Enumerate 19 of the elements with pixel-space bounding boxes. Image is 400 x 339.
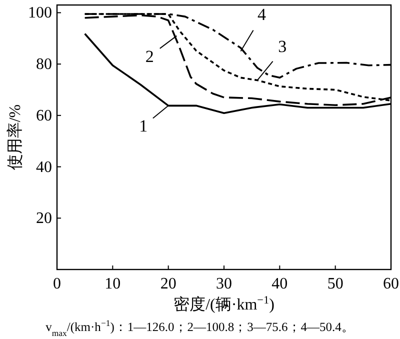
y-tick-label: 20: [36, 210, 52, 228]
x-tick-label: 60: [383, 276, 399, 292]
y-tick-label: 100: [28, 4, 52, 22]
y-tick-label: 60: [36, 107, 52, 124]
x-tick-label: 0: [53, 276, 61, 292]
annotation: 1: [139, 116, 148, 136]
x-axis-title: 密度/(辆·km$^{−1}$): [174, 294, 274, 314]
x-tick-label: 10: [104, 276, 121, 292]
y-tick-label: 40: [36, 158, 52, 176]
y-tick-label: 80: [36, 56, 52, 74]
x-tick-label: 40: [272, 276, 288, 292]
y-axis-title: 使用率/%: [6, 104, 24, 170]
annotation: 3: [278, 37, 287, 56]
text: v$_{max}$/(km·h$^{−1}$)：1—126.0；2—100.8；3—75.6；4—50.4。: [46, 318, 354, 338]
x-tick-label: 50: [327, 276, 344, 292]
annotation: 2: [145, 46, 154, 66]
x-tick-label: 30: [216, 276, 232, 292]
annotation: 4: [257, 5, 266, 24]
x-tick-label: 20: [160, 276, 176, 292]
